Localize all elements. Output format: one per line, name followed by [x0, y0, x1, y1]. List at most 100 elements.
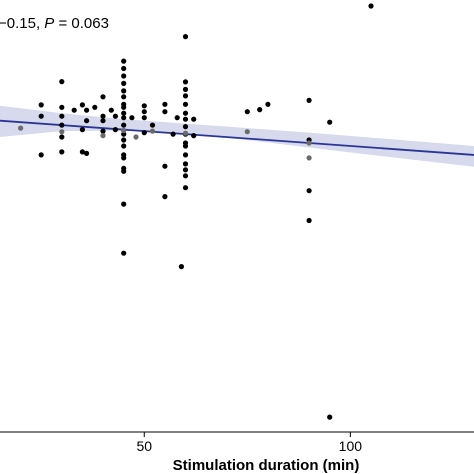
data-point [100, 113, 106, 119]
data-point [121, 104, 127, 110]
data-point [121, 122, 127, 128]
data-point [121, 88, 127, 94]
data-point [244, 109, 250, 115]
data-point [112, 113, 118, 119]
stats-annotation: −0.15, P = 0.063 [0, 15, 109, 32]
data-point [182, 161, 189, 167]
data-point [306, 97, 312, 103]
data-point [71, 107, 77, 113]
data-point [121, 250, 127, 256]
data-point [162, 163, 168, 169]
data-point [141, 103, 147, 109]
data-point [133, 134, 139, 140]
data-point [59, 134, 65, 140]
data-point [162, 194, 168, 200]
data-point [182, 34, 189, 40]
data-point [182, 86, 189, 92]
data-point [84, 118, 90, 124]
data-point [149, 122, 156, 128]
data-point [108, 107, 114, 113]
data-point [327, 119, 333, 125]
data-point [121, 168, 127, 174]
data-point [100, 133, 106, 139]
data-point [182, 79, 189, 85]
data-point [121, 137, 127, 143]
data-point [121, 58, 127, 64]
data-point [121, 115, 127, 121]
data-point [141, 109, 147, 115]
data-point [191, 116, 197, 122]
data-point [38, 102, 44, 108]
data-point [79, 102, 85, 108]
data-point [100, 94, 106, 100]
data-point [121, 110, 127, 116]
data-point [327, 414, 333, 420]
data-point [182, 101, 189, 107]
data-point [141, 130, 147, 136]
data-point [306, 155, 312, 161]
p-label: P [44, 15, 54, 32]
data-point [182, 116, 189, 122]
data-point [265, 101, 271, 107]
confidence-band [0, 105, 474, 167]
regression-line [0, 119, 474, 156]
data-point [182, 185, 189, 191]
data-point [306, 188, 312, 194]
data-point [306, 217, 312, 224]
data-point [121, 65, 127, 72]
annotation-prefix: −0.15, [0, 15, 44, 32]
data-point [129, 115, 135, 121]
data-point [18, 125, 24, 131]
data-point [38, 113, 44, 119]
data-point [121, 94, 127, 100]
data-point [162, 109, 168, 115]
data-point [121, 201, 127, 207]
data-point [182, 124, 189, 130]
data-point [84, 107, 90, 113]
data-point [121, 143, 127, 149]
data-point [121, 131, 127, 137]
data-point [368, 3, 374, 9]
data-point [84, 150, 90, 156]
data-point [121, 80, 127, 86]
data-point [244, 129, 250, 135]
data-point [100, 128, 106, 134]
x-tick-label: 100 [339, 438, 363, 454]
data-point [112, 127, 118, 133]
data-point [182, 167, 189, 173]
data-point [59, 104, 65, 110]
data-point [38, 152, 44, 158]
data-point [79, 149, 85, 155]
data-point [182, 173, 189, 179]
data-point [182, 143, 189, 149]
data-point [174, 115, 180, 121]
data-point [191, 133, 197, 139]
data-point [100, 118, 106, 124]
data-point [162, 101, 168, 107]
data-point [170, 131, 176, 137]
data-point [59, 149, 65, 155]
data-points [18, 3, 374, 420]
data-point [182, 110, 189, 116]
data-point [121, 73, 127, 79]
data-point [257, 107, 263, 113]
data-point [59, 113, 65, 119]
data-point [306, 140, 312, 146]
data-point [182, 93, 189, 99]
p-value: = 0.063 [54, 15, 109, 32]
data-point [59, 122, 65, 128]
data-point [121, 155, 127, 161]
data-point [92, 104, 98, 110]
data-point [59, 129, 65, 135]
data-point [182, 152, 189, 158]
data-point [182, 130, 189, 136]
data-point [141, 115, 147, 121]
x-tick-label: 50 [136, 438, 152, 454]
x-axis-ticks: 50 100 [136, 432, 362, 454]
data-point [79, 127, 85, 133]
data-point [59, 79, 65, 85]
data-point [149, 128, 156, 134]
data-point [121, 127, 127, 134]
data-point [178, 264, 184, 270]
